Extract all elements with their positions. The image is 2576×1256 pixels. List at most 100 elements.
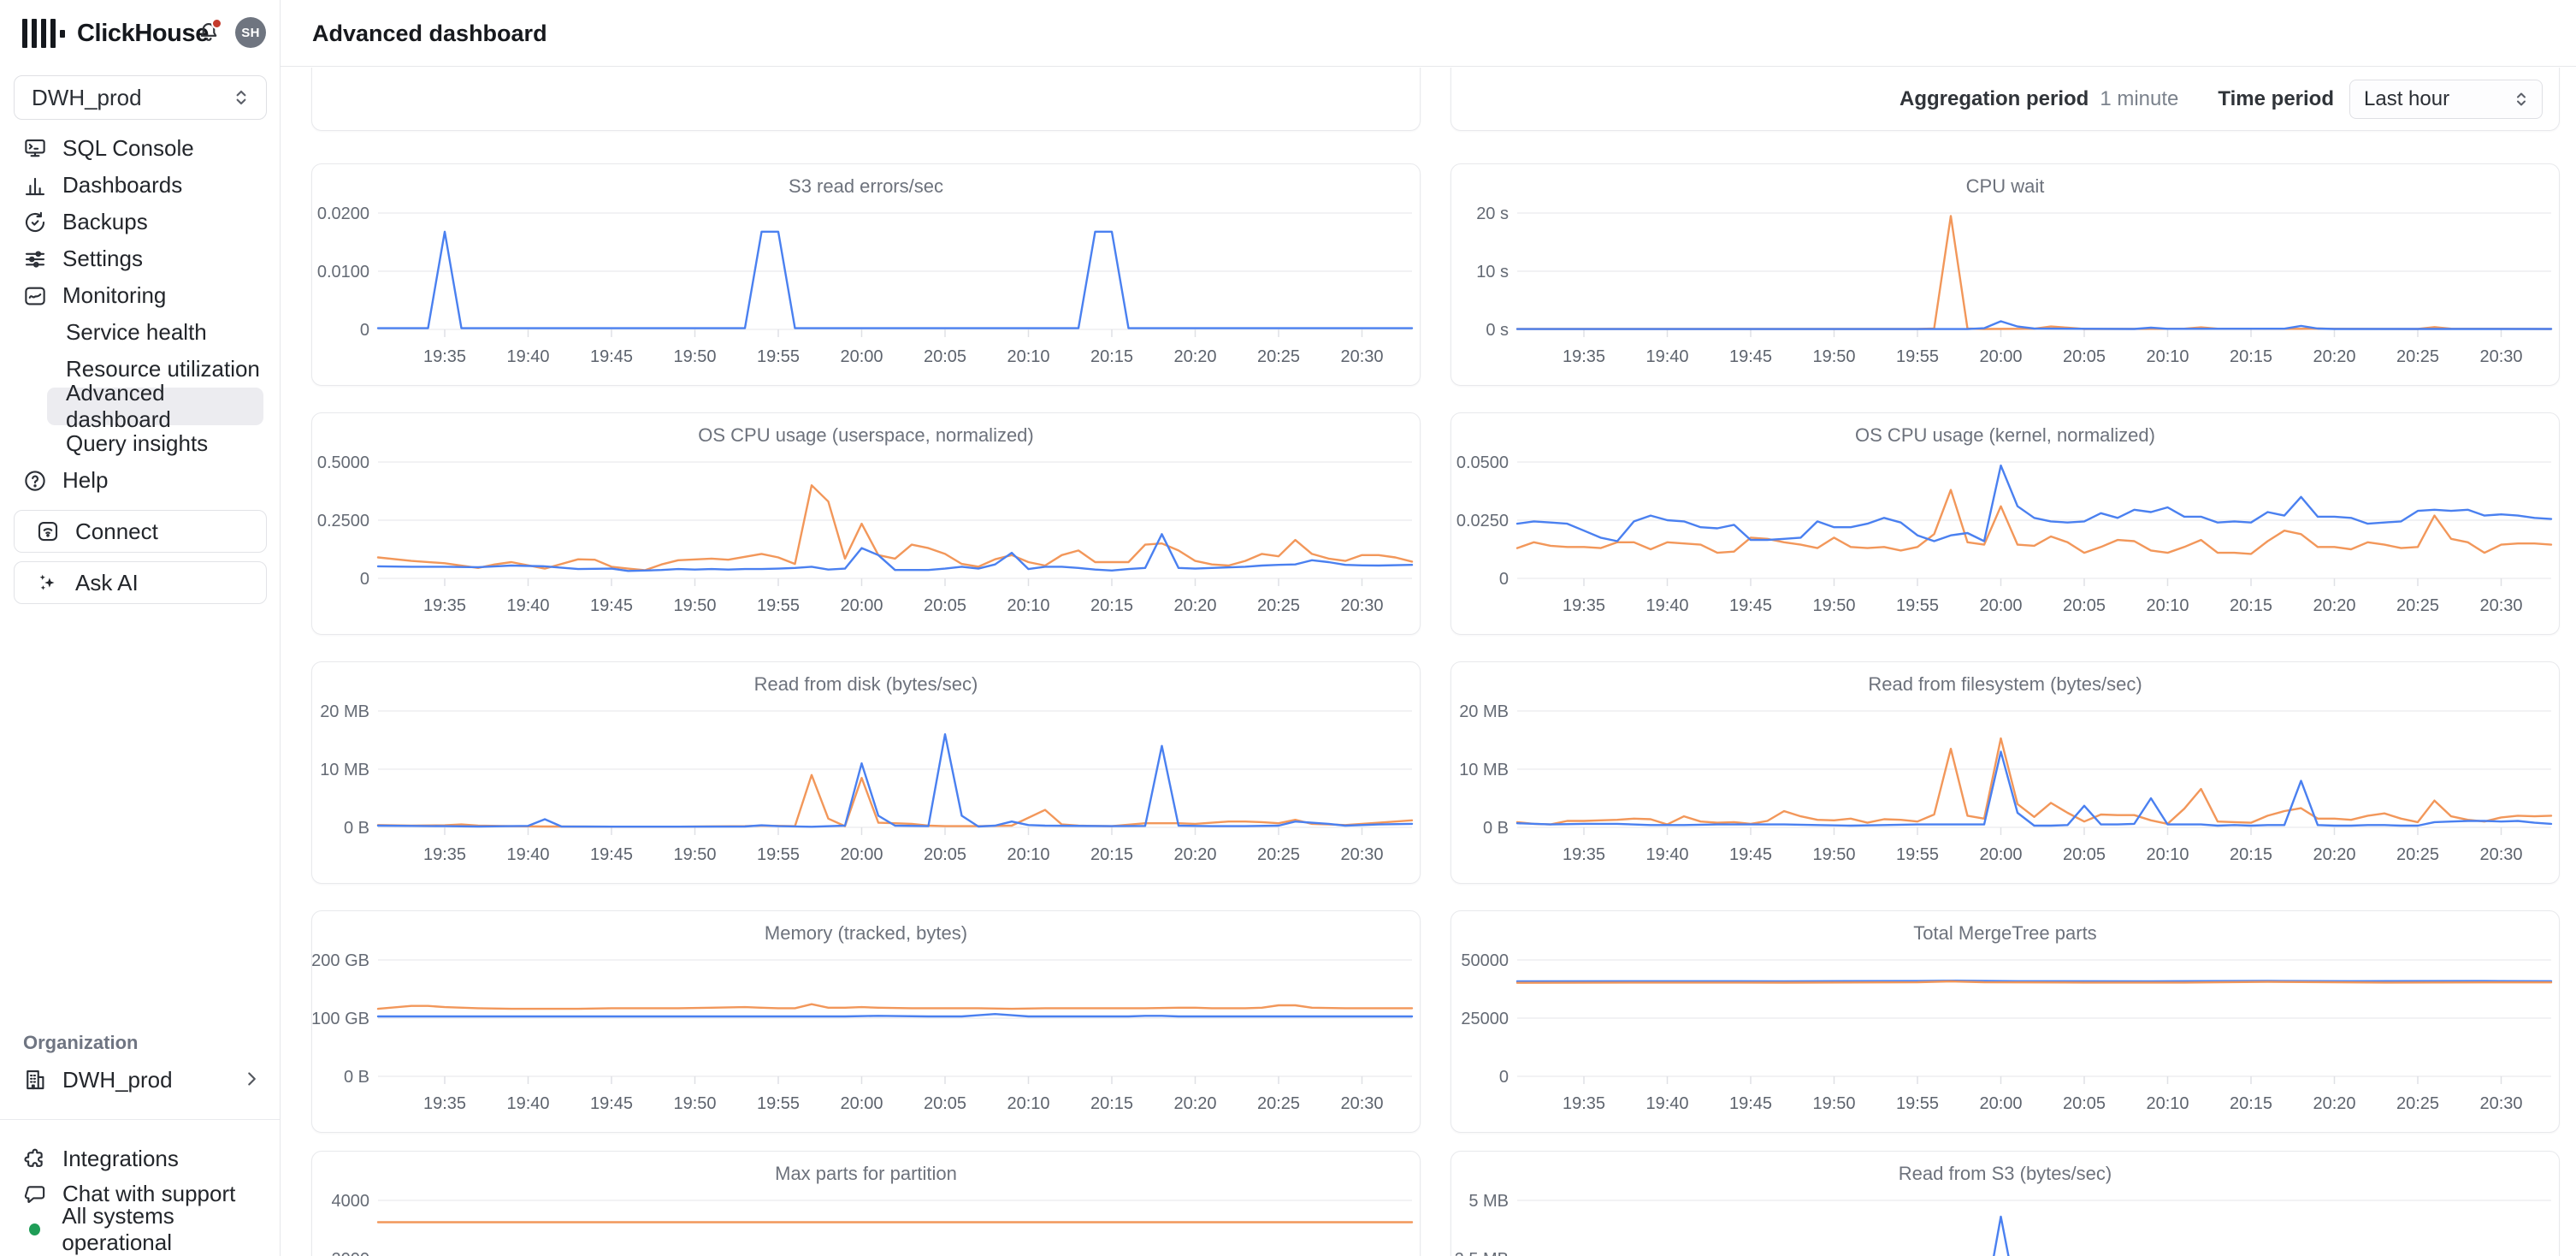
sidebar-item-resource-utilization[interactable]: Resource utilization: [0, 351, 280, 388]
svg-text:20:30: 20:30: [1340, 347, 1383, 366]
svg-text:20:00: 20:00: [1979, 596, 2022, 615]
svg-text:19:50: 19:50: [1812, 845, 1855, 864]
svg-text:19:40: 19:40: [506, 1094, 549, 1113]
chart-plot[interactable]: 20 MB 10 MB 0 B 19:35 19:40 19:45 19:50 19:55 20…: [1451, 662, 2561, 885]
chart-card: Read from filesystem (bytes/sec) 20 MB 10 …: [1450, 661, 2560, 884]
organization-item[interactable]: DWH_prod: [0, 1061, 280, 1099]
svg-text:19:35: 19:35: [1563, 347, 1605, 366]
sidebar-item-label: SQL Console: [62, 135, 194, 161]
svg-text:19:55: 19:55: [1896, 596, 1939, 615]
svg-text:20:10: 20:10: [2146, 845, 2189, 864]
chart-plot[interactable]: 0.0500 0.0250 0 19:35 19:40 19:45 19:50 19:55 20…: [1451, 413, 2561, 636]
logo-row: ClickHouse: [22, 15, 268, 51]
sidebar-item-backups[interactable]: Backups: [0, 204, 280, 240]
svg-text:20:30: 20:30: [1340, 596, 1383, 615]
svg-text:0 B: 0 B: [344, 1068, 369, 1087]
connect-button[interactable]: Connect: [14, 510, 267, 553]
svg-text:20:20: 20:20: [2313, 596, 2355, 615]
svg-text:20:10: 20:10: [1007, 596, 1049, 615]
svg-text:19:45: 19:45: [590, 1094, 633, 1113]
svg-text:0: 0: [360, 570, 369, 589]
chart-title: Read from disk (bytes/sec): [753, 673, 978, 695]
svg-text:19:55: 19:55: [757, 596, 800, 615]
svg-text:19:50: 19:50: [1812, 1094, 1855, 1113]
svg-text:19:35: 19:35: [1563, 845, 1605, 864]
chart-line-icon: [25, 287, 45, 305]
svg-text:0: 0: [360, 321, 369, 340]
svg-text:20:10: 20:10: [2146, 1094, 2189, 1113]
system-status-item[interactable]: All systems operational: [0, 1203, 280, 1255]
svg-text:20:25: 20:25: [1257, 596, 1300, 615]
svg-text:10 MB: 10 MB: [320, 761, 369, 779]
help-icon: [25, 470, 45, 491]
sidebar-item-label: Service health: [66, 319, 207, 345]
sidebar-item-label: Chat with support: [62, 1181, 236, 1206]
chart-title: Total MergeTree parts: [1913, 922, 2097, 944]
svg-text:19:45: 19:45: [1729, 1094, 1772, 1113]
svg-text:20:00: 20:00: [840, 1094, 883, 1113]
svg-text:19:55: 19:55: [757, 1094, 800, 1113]
chart-plot[interactable]: 50000 25000 0 19:35 19:40 19:45 19:50 19:55 20:0…: [1451, 911, 2561, 1134]
aggregation-period-label: Aggregation period: [1900, 87, 2089, 110]
chart-plot[interactable]: 20 s 10 s 0 s 19:35 19:40 19:45 19:50 19:55 20:0…: [1451, 164, 2561, 387]
chart-plot[interactable]: 200 GB 100 GB 0 B 19:35 19:40 19:45 19:50 19:55…: [312, 911, 1421, 1134]
svg-text:20:10: 20:10: [1007, 845, 1049, 864]
top-header: Advanced dashboard: [281, 0, 2576, 67]
sidebar-item-monitoring[interactable]: Monitoring: [0, 277, 280, 314]
sidebar-item-query-insights[interactable]: Query insights: [0, 425, 280, 462]
sidebar-item-label: Resource utilization: [66, 356, 260, 382]
organization-section-label: Organization: [23, 1032, 139, 1053]
chart-plot[interactable]: 0.5000 0.2500 0 19:35 19:40 19:45 19:50 19:55 20…: [312, 413, 1421, 636]
svg-text:0.0100: 0.0100: [317, 263, 369, 281]
svg-text:20 s: 20 s: [1476, 204, 1509, 223]
svg-text:20:15: 20:15: [1090, 347, 1133, 366]
svg-text:100 GB: 100 GB: [312, 1010, 369, 1028]
svg-text:19:45: 19:45: [590, 845, 633, 864]
svg-text:20:25: 20:25: [1257, 347, 1300, 366]
chart-plot[interactable]: 0.0200 0.0100 0 19:35 19:40 19:45 19:50 19:55 20…: [312, 164, 1421, 387]
svg-text:19:55: 19:55: [757, 845, 800, 864]
svg-text:0: 0: [1499, 570, 1509, 589]
sidebar-item-settings[interactable]: Settings: [0, 240, 280, 277]
ask-ai-button[interactable]: Ask AI: [14, 561, 267, 604]
time-period-select[interactable]: Last hour: [2349, 80, 2543, 119]
svg-text:20:30: 20:30: [2479, 845, 2522, 864]
chart-plot[interactable]: 20 MB 10 MB 0 B 19:35 19:40 19:45 19:50 19:55 20…: [312, 662, 1421, 885]
sidebar-item-chat-support[interactable]: Chat with support: [0, 1176, 280, 1212]
sidebar-item-advanced-dashboard[interactable]: Advanced dashboard: [47, 380, 263, 432]
svg-text:20:15: 20:15: [2230, 845, 2272, 864]
chevron-right-icon: [248, 1072, 256, 1086]
puzzle-icon: [24, 1148, 43, 1167]
status-label: All systems operational: [62, 1202, 174, 1255]
svg-text:0.0250: 0.0250: [1456, 512, 1509, 530]
sidebar-item-label: Advanced dashboard: [66, 380, 171, 432]
svg-text:0: 0: [1499, 1068, 1509, 1087]
svg-text:20:25: 20:25: [2396, 347, 2439, 366]
svg-text:20:30: 20:30: [2479, 347, 2522, 366]
svg-text:20:10: 20:10: [2146, 596, 2189, 615]
svg-text:19:40: 19:40: [506, 596, 549, 615]
svg-text:10 MB: 10 MB: [1459, 761, 1509, 779]
connect-label: Connect: [75, 518, 158, 544]
notifications-bell-icon[interactable]: [194, 18, 223, 47]
svg-text:19:35: 19:35: [423, 347, 466, 366]
sidebar-item-help[interactable]: Help: [0, 462, 280, 499]
sidebar-item-dashboards[interactable]: Dashboards: [0, 167, 280, 204]
sidebar-item-sql-console[interactable]: SQL Console: [0, 130, 280, 167]
svg-text:20:25: 20:25: [1257, 1094, 1300, 1113]
sidebar-item-integrations[interactable]: Integrations: [0, 1141, 280, 1176]
svg-text:20:20: 20:20: [2313, 845, 2355, 864]
svg-text:20:00: 20:00: [840, 596, 883, 615]
avatar[interactable]: SH: [235, 17, 266, 48]
sidebar-item-service-health[interactable]: Service health: [0, 314, 280, 351]
chart-plot[interactable]: 5 MB2.5 MB19:3519:4019:4519:5019:5520:00…: [1451, 1152, 2561, 1256]
sliders-icon: [25, 250, 45, 268]
svg-text:19:40: 19:40: [506, 845, 549, 864]
service-selector[interactable]: DWH_prod: [14, 75, 267, 120]
sidebar-item-label: Dashboards: [62, 172, 183, 198]
svg-text:10 s: 10 s: [1476, 263, 1509, 281]
chart-plot[interactable]: 4000200019:3519:4019:4519:5019:5520:0020…: [312, 1152, 1421, 1256]
svg-text:19:35: 19:35: [423, 845, 466, 864]
chart-card: Read from S3 (bytes/sec)5 MB2.5 MB19:351…: [1450, 1151, 2560, 1256]
svg-text:20:15: 20:15: [1090, 1094, 1133, 1113]
